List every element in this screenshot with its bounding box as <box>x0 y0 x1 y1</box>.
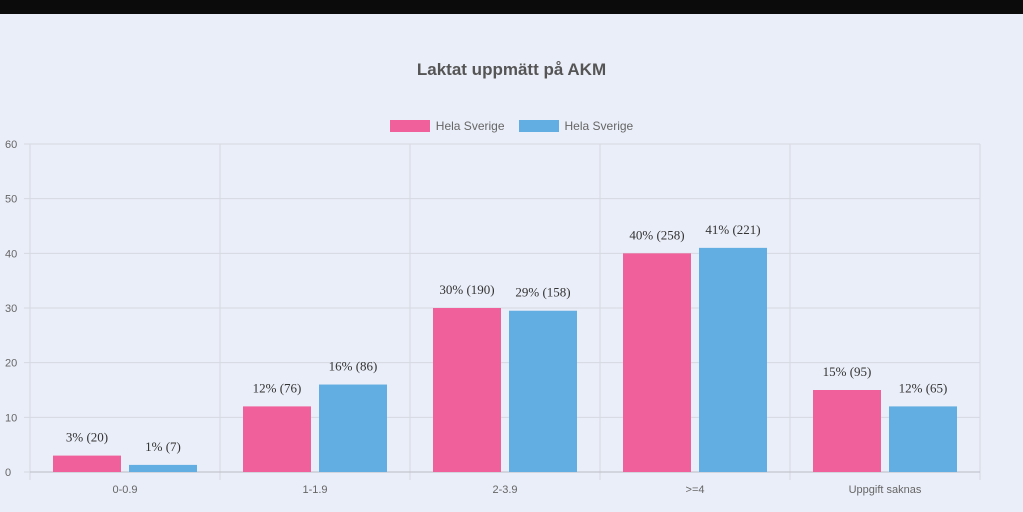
x-tick-label: >=4 <box>686 484 705 496</box>
bar-series-2 <box>889 406 957 472</box>
x-tick-label: Uppgift saknas <box>849 484 922 496</box>
y-tick-label: 0 <box>5 467 11 479</box>
chart-title: Laktat uppmätt på AKM <box>416 60 607 79</box>
data-label: 15% (95) <box>823 364 872 379</box>
data-label: 41% (221) <box>705 222 760 237</box>
x-tick-label: 2-3.9 <box>492 484 517 496</box>
y-tick-label: 30 <box>5 303 17 315</box>
top-bar <box>0 0 1023 14</box>
y-tick-label: 10 <box>5 412 17 424</box>
bar-series-2 <box>319 384 387 472</box>
legend-label-series-2: Hela Sverige <box>564 119 634 133</box>
data-label: 1% (7) <box>145 439 181 454</box>
data-label: 40% (258) <box>629 227 684 242</box>
legend-swatch-series-1 <box>389 120 430 132</box>
x-tick-label: 1-1.9 <box>302 484 327 496</box>
data-label: 16% (86) <box>329 359 378 374</box>
data-label: 3% (20) <box>66 430 108 445</box>
bar-series-1 <box>53 455 121 472</box>
bar-series-2 <box>129 464 197 472</box>
bar-series-1 <box>623 253 691 472</box>
data-label: 12% (76) <box>253 380 302 395</box>
data-label: 30% (190) <box>439 282 494 297</box>
bar-series-2 <box>699 247 767 472</box>
y-tick-label: 50 <box>5 194 17 206</box>
bar-series-1 <box>243 406 311 472</box>
bar-series-1 <box>813 390 881 472</box>
legend-swatch-series-2 <box>518 120 559 132</box>
data-label: 12% (65) <box>899 380 948 395</box>
x-tick-label: 0-0.9 <box>112 484 137 496</box>
y-tick-label: 40 <box>5 248 17 260</box>
data-label: 29% (158) <box>515 285 570 300</box>
chart-legend: Hela Sverige Hela Sverige <box>0 119 1023 133</box>
legend-item-series-2[interactable]: Hela Sverige <box>518 119 634 133</box>
y-tick-label: 60 <box>5 139 17 151</box>
y-tick-label: 20 <box>5 358 17 370</box>
legend-item-series-1[interactable]: Hela Sverige <box>389 119 505 133</box>
legend-label-series-1: Hela Sverige <box>435 119 505 133</box>
bar-series-2 <box>509 310 577 472</box>
bar-series-1 <box>433 308 501 472</box>
